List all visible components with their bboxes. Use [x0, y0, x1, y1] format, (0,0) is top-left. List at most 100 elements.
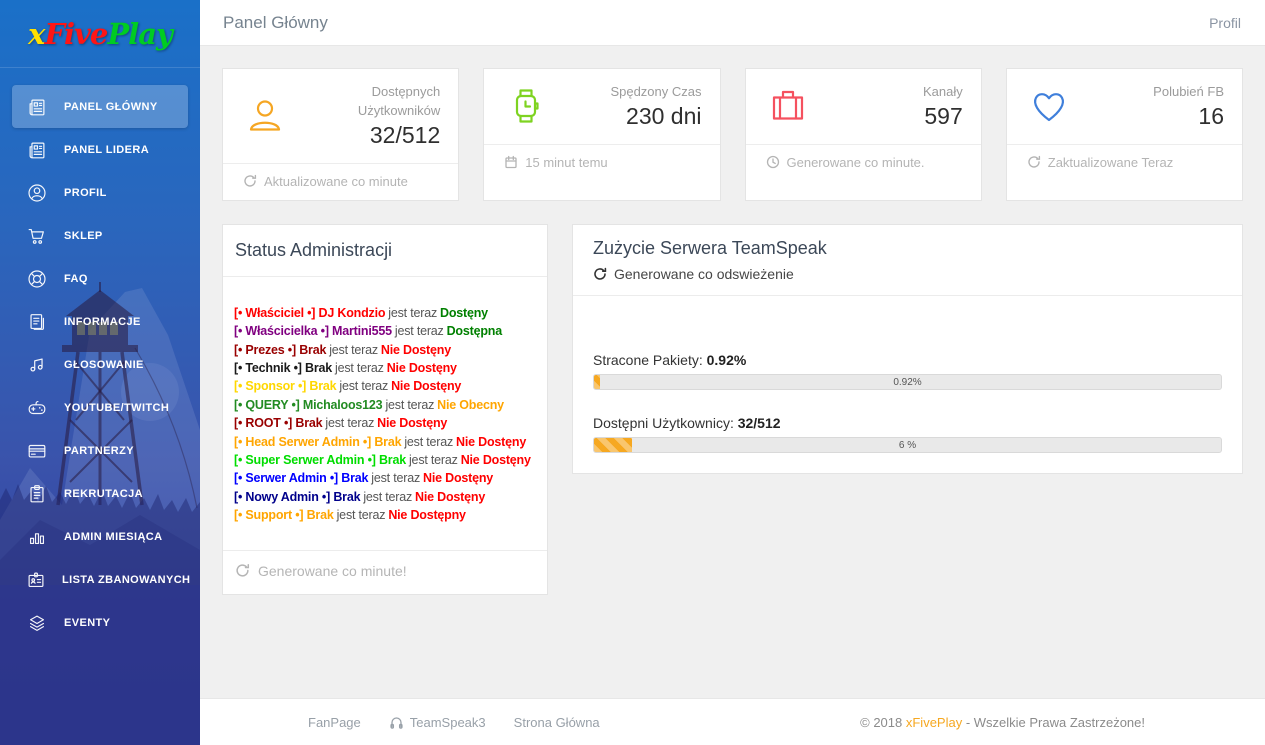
admin-status-row: [• Prezes •] Brak jest teraz Nie Dostęny — [234, 342, 451, 357]
stat-card-fb-likes: Polubień FB 16 Zaktualizowane Teraz — [1005, 68, 1243, 201]
calendar-icon — [504, 155, 518, 169]
packet-loss-label: Stracone Pakiety: 0.92% — [593, 351, 747, 368]
sidebar-item-informacje[interactable]: INFORMACJE — [12, 300, 188, 343]
sidebar-item-label: LISTA ZBANOWANYCH — [62, 573, 191, 586]
sidebar-item-glosowanie[interactable]: GŁOSOWANIE — [12, 343, 188, 386]
headphones-icon — [389, 715, 404, 730]
newspaper-icon — [25, 95, 49, 119]
admin-status-row: [• Super Serwer Admin •] Brak jest teraz N… — [234, 452, 531, 467]
sidebar-item-label: PANEL GŁÓWNY — [64, 100, 158, 113]
sidebar-item-partnerzy[interactable]: PARTNERZY — [12, 429, 188, 472]
id-card-icon — [25, 568, 47, 592]
admin-status-row: [• Technik •] Brak jest teraz Nie Dostęny — [234, 360, 457, 375]
admin-status-row: [• ROOT •] Brak jest teraz Nie Dostęny — [234, 416, 448, 431]
sidebar-item-label: REKRUTACJA — [64, 487, 143, 500]
sidebar-item-faq[interactable]: FAQ — [12, 257, 188, 300]
footer-link-fanpage[interactable]: FanPage — [308, 714, 361, 730]
footer-link-strona-glowna[interactable]: Strona Główna — [513, 714, 600, 730]
user-circle-icon — [25, 181, 49, 205]
admin-status-panel: Status Administracji [• Właściciel •] DJ… — [222, 223, 548, 595]
sidebar-item-label: ADMIN MIESIĄCA — [64, 530, 163, 543]
bar-chart-icon — [25, 525, 49, 549]
sidebar-item-youtube-twitch[interactable]: YOUTUBE/TWITCH — [12, 386, 188, 429]
usage-panel-subtitle: Generowane co odswieżenie — [593, 266, 1222, 282]
document-icon — [25, 310, 49, 334]
admin-status-row: [• Nowy Admin •] Brak jest teraz Nie Dostę… — [234, 489, 486, 504]
panels-row: Status Administracji [• Właściciel •] DJ… — [222, 223, 1243, 595]
sidebar-item-rekrutacja[interactable]: REKRUTACJA — [12, 472, 188, 515]
logo-part-x: x — [28, 16, 45, 51]
teamspeak-usage-panel: Zużycie Serwera TeamSpeak Generowane co … — [572, 223, 1243, 474]
stat-card-title: Dostępnych Użytkowników — [357, 84, 441, 118]
watch-icon — [504, 84, 568, 128]
sidebar-item-panel-lidera[interactable]: PANEL LIDERA — [12, 128, 188, 171]
progress-fill — [594, 437, 632, 452]
stat-card-footer: Generowane co minute. — [745, 143, 981, 181]
sidebar-item-sklep[interactable]: SKLEP — [12, 214, 188, 257]
progress-text: 6 % — [898, 439, 917, 451]
sidebar-menu: PANEL GŁÓWNY PANEL LIDERA PROFIL SKLEP — [0, 68, 200, 644]
admin-status-row: [• Head Serwer Admin •] Brak jest teraz Ni… — [234, 434, 527, 449]
newspaper-icon — [25, 138, 49, 162]
stat-card-value: 16 — [1198, 102, 1224, 129]
usage-panel-title: Zużycie Serwera TeamSpeak — [593, 237, 827, 258]
stat-card-footer: Aktualizowane co minute — [223, 162, 459, 200]
copyright-text: © 2018 xFivePlay - Wszelkie Prawa Zastrz… — [860, 714, 1145, 730]
usage-bars: Stracone Pakiety: 0.92% 0.92% Dostępni U… — [573, 352, 1242, 453]
sidebar-item-label: EVENTY — [64, 616, 111, 629]
packet-loss-block: Stracone Pakiety: 0.92% 0.92% — [593, 352, 1222, 390]
available-users-block: Dostępni Użytkownicy: 32/512 6 % — [593, 415, 1222, 453]
sidebar-item-admin-miesiaca[interactable]: ADMIN MIESIĄCA — [12, 515, 188, 558]
stat-card-value: 597 — [924, 102, 963, 129]
logo-part-five: Five — [44, 16, 108, 51]
heart-icon — [1027, 84, 1091, 128]
admin-status-row: [• Sponsor •] Brak jest teraz Nie Dostęny — [234, 379, 462, 394]
refresh-icon — [235, 563, 250, 578]
stat-card-title: Spędzony Czas — [610, 84, 702, 99]
clipboard-icon — [25, 482, 49, 506]
sidebar-item-label: SKLEP — [64, 229, 103, 242]
person-icon — [243, 94, 307, 138]
admin-status-list: [• Właściciel •] DJ Kondzio jest teraz Dos… — [223, 277, 547, 537]
logo-area: xFivePlay — [0, 0, 200, 68]
progress-text: 0.92% — [893, 376, 922, 388]
stat-card-users: Dostępnych Użytkowników 32/512 Aktualizo… — [222, 68, 460, 201]
stat-card-time: Spędzony Czas 230 dni 15 minut temu — [483, 68, 721, 201]
sidebar-item-label: FAQ — [64, 272, 88, 285]
credit-card-icon — [25, 439, 49, 463]
cart-icon — [25, 224, 49, 248]
sidebar-item-profil[interactable]: PROFIL — [12, 171, 188, 214]
available-users-progressbar: 6 % — [593, 436, 1222, 453]
profile-link[interactable]: Profil — [1209, 14, 1241, 31]
sidebar-item-lista-zbanowanych[interactable]: LISTA ZBANOWANYCH — [12, 558, 191, 601]
stat-card-footer: Zaktualizowane Teraz — [1006, 143, 1242, 181]
sidebar-item-label: INFORMACJE — [64, 315, 141, 328]
footer: FanPage TeamSpeak3 Strona Główna © 2018 … — [200, 698, 1265, 745]
admin-status-row: [• Support •] Brak jest teraz Nie Dostępny — [234, 508, 466, 523]
brand-logo[interactable]: xFivePlay — [28, 16, 173, 51]
content-area: Dostępnych Użytkowników 32/512 Aktualizo… — [200, 46, 1265, 698]
lifebuoy-icon — [25, 267, 49, 291]
topbar: Panel Główny Profil — [200, 0, 1265, 46]
footer-link-teamspeak3[interactable]: TeamSpeak3 — [389, 715, 486, 730]
admin-status-row: [• Właścicielka •] Martini555 jest teraz D… — [234, 324, 502, 339]
stat-card-channels: Kanały 597 Generowane co minute. — [744, 68, 982, 201]
sidebar-item-label: YOUTUBE/TWITCH — [64, 401, 170, 414]
sidebar-item-panel-glowny[interactable]: PANEL GŁÓWNY — [12, 85, 188, 128]
stat-card-title: Polubień FB — [1153, 84, 1224, 99]
sidebar-item-label: PROFIL — [64, 186, 107, 199]
stat-card-footer: 15 minut temu — [484, 143, 720, 181]
copyright-brand: xFivePlay — [905, 714, 963, 730]
clock-icon — [766, 155, 780, 169]
packet-loss-progressbar: 0.92% — [593, 373, 1222, 390]
gamepad-icon — [25, 396, 49, 420]
sidebar-item-eventy[interactable]: EVENTY — [12, 601, 188, 644]
available-users-label: Dostępni Użytkownicy: 32/512 — [593, 414, 781, 431]
stat-card-value: 230 dni — [626, 102, 702, 129]
refresh-icon — [1027, 155, 1041, 169]
sidebar-item-label: PARTNERZY — [64, 444, 135, 457]
admin-status-row: [• Serwer Admin •] Brak jest teraz Nie Dos… — [234, 471, 494, 486]
admin-status-row: [• QUERY •] Michaloos123 jest teraz Nie Ob… — [234, 397, 504, 412]
main-column: Panel Główny Profil Dostępnych Użytkowni… — [200, 0, 1265, 745]
